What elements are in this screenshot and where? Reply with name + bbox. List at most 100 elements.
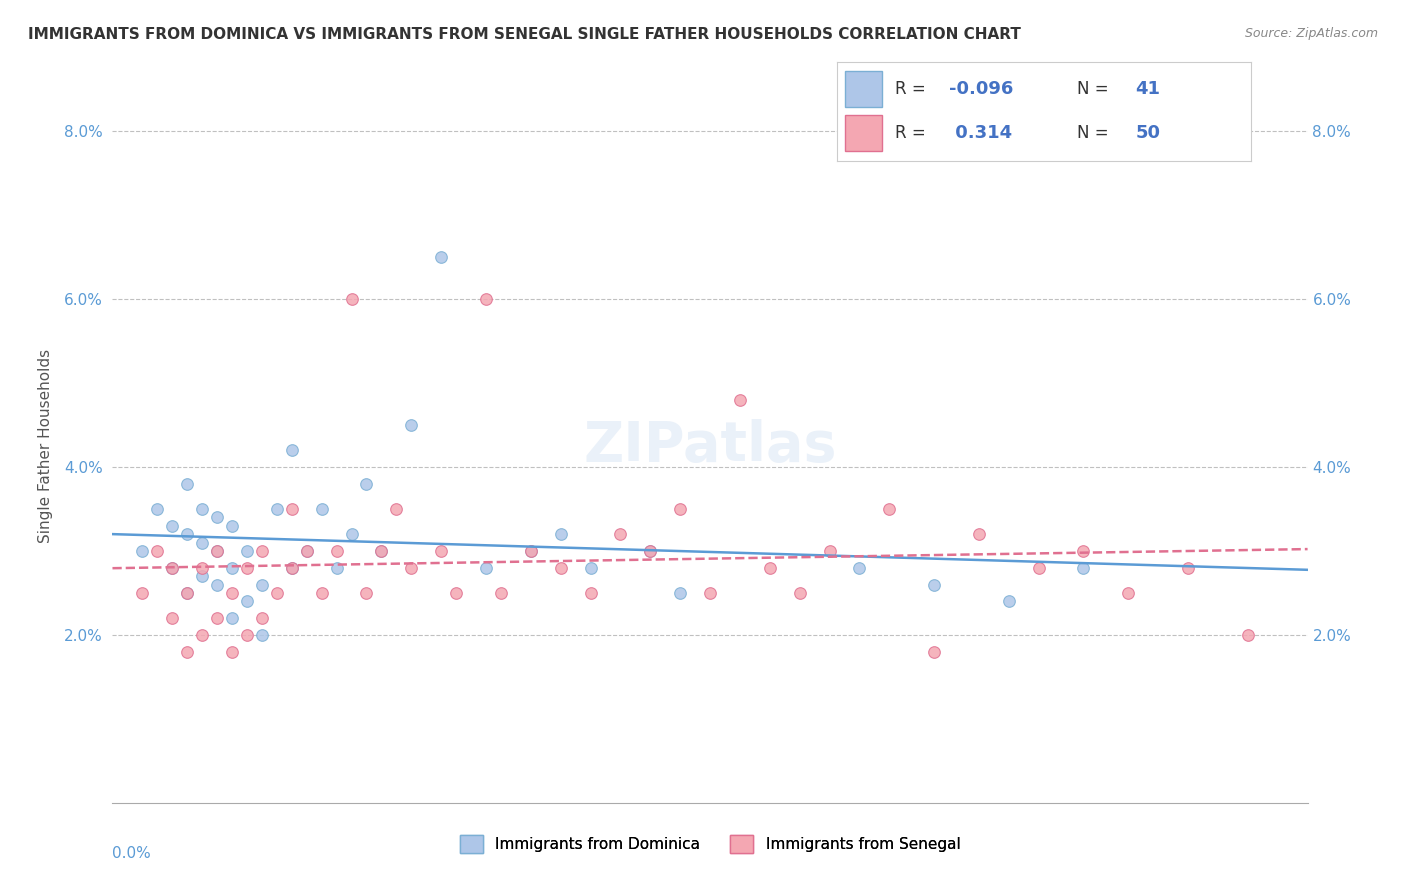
Point	[550, 560, 572, 574]
Point	[640, 544, 662, 558]
Text: ZIPatlas: ZIPatlas	[583, 419, 837, 473]
Point	[640, 544, 662, 558]
Point	[356, 586, 378, 600]
Point	[250, 544, 273, 558]
Point	[250, 577, 273, 591]
Point	[579, 586, 602, 600]
Point	[520, 544, 543, 558]
FancyBboxPatch shape	[845, 115, 882, 151]
Point	[191, 569, 214, 583]
Point	[1237, 628, 1260, 642]
Point	[146, 544, 169, 558]
Point	[162, 518, 183, 533]
Point	[176, 586, 198, 600]
Point	[191, 502, 214, 516]
Point	[1073, 544, 1095, 558]
Point	[699, 586, 721, 600]
Point	[162, 560, 183, 574]
Point	[579, 560, 602, 574]
Point	[205, 544, 228, 558]
Text: Source: ZipAtlas.com: Source: ZipAtlas.com	[1244, 27, 1378, 40]
Point	[236, 544, 259, 558]
Point	[759, 560, 782, 574]
Point	[191, 628, 214, 642]
Point	[401, 560, 423, 574]
Text: N =: N =	[1077, 124, 1114, 142]
Point	[998, 594, 1021, 608]
Point	[176, 476, 198, 491]
Point	[385, 502, 408, 516]
Point	[131, 544, 153, 558]
Text: N =: N =	[1077, 80, 1114, 98]
Point	[370, 544, 392, 558]
Point	[444, 586, 467, 600]
Point	[877, 502, 901, 516]
Point	[311, 502, 333, 516]
Point	[281, 443, 304, 458]
Text: 0.0%: 0.0%	[112, 846, 152, 861]
Point	[728, 392, 751, 407]
Point	[176, 586, 198, 600]
Point	[236, 594, 259, 608]
Point	[146, 502, 169, 516]
Point	[356, 476, 378, 491]
Point	[311, 586, 333, 600]
Point	[281, 502, 304, 516]
Point	[221, 645, 243, 659]
Point	[340, 527, 363, 541]
Text: 0.314: 0.314	[949, 124, 1012, 142]
Point	[266, 586, 288, 600]
Point	[430, 250, 453, 264]
Point	[489, 586, 512, 600]
FancyBboxPatch shape	[845, 71, 882, 107]
Point	[967, 527, 990, 541]
Point	[475, 292, 498, 306]
Point	[250, 611, 273, 625]
Point	[176, 527, 198, 541]
Point	[205, 510, 228, 524]
Point	[430, 544, 453, 558]
Text: 41: 41	[1135, 80, 1160, 98]
Point	[295, 544, 318, 558]
Point	[205, 544, 228, 558]
Point	[191, 535, 214, 549]
Point	[789, 586, 811, 600]
Text: R =: R =	[894, 124, 931, 142]
Point	[191, 560, 214, 574]
Point	[520, 544, 543, 558]
Point	[266, 502, 288, 516]
Point	[221, 611, 243, 625]
Y-axis label: Single Father Households: Single Father Households	[38, 349, 53, 543]
Text: -0.096: -0.096	[949, 80, 1012, 98]
Point	[205, 611, 228, 625]
Point	[1177, 560, 1199, 574]
Point	[922, 577, 945, 591]
Point	[1028, 560, 1050, 574]
Text: R =: R =	[894, 80, 931, 98]
Point	[1118, 586, 1140, 600]
Point	[669, 502, 692, 516]
Point	[922, 645, 945, 659]
Legend: Immigrants from Dominica, Immigrants from Senegal: Immigrants from Dominica, Immigrants fro…	[454, 829, 966, 859]
Point	[325, 544, 347, 558]
Point	[550, 527, 572, 541]
Point	[609, 527, 631, 541]
Point	[162, 611, 183, 625]
Point	[325, 560, 347, 574]
Point	[669, 586, 692, 600]
Point	[205, 577, 228, 591]
Point	[176, 645, 198, 659]
Point	[131, 586, 153, 600]
Point	[370, 544, 392, 558]
Text: IMMIGRANTS FROM DOMINICA VS IMMIGRANTS FROM SENEGAL SINGLE FATHER HOUSEHOLDS COR: IMMIGRANTS FROM DOMINICA VS IMMIGRANTS F…	[28, 27, 1021, 42]
Point	[281, 560, 304, 574]
Point	[818, 544, 841, 558]
Point	[295, 544, 318, 558]
Point	[250, 628, 273, 642]
Point	[281, 560, 304, 574]
Point	[848, 560, 870, 574]
Point	[236, 560, 259, 574]
Point	[340, 292, 363, 306]
Text: 50: 50	[1135, 124, 1160, 142]
Point	[475, 560, 498, 574]
